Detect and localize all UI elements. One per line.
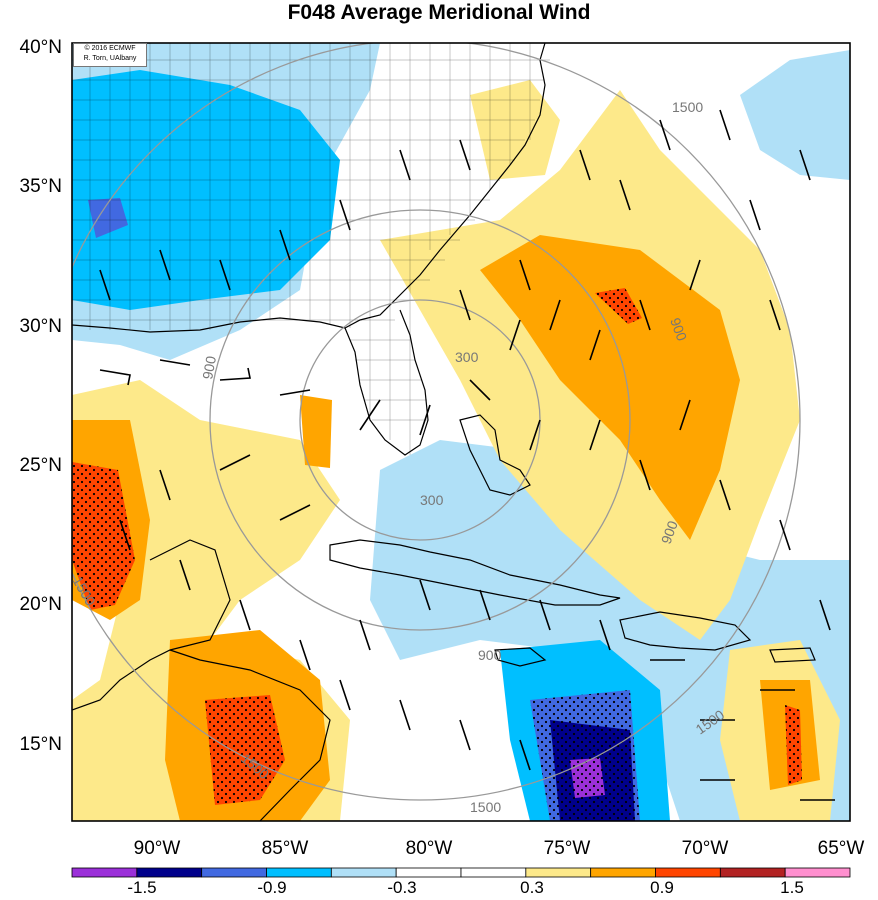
- stipple-west: [72, 462, 135, 610]
- colorbar-swatch: [330, 867, 397, 878]
- lon-label: 70°W: [681, 838, 729, 859]
- ring-label: 900: [478, 647, 502, 663]
- colorbar-swatch: [590, 867, 656, 878]
- credit-box: © 2016 ECMWF R. Torn, UAlbany: [73, 43, 147, 67]
- colorbar-swatch: [784, 867, 851, 878]
- colorbar-swatch: [136, 867, 203, 878]
- lat-label: 20°N: [19, 594, 62, 615]
- lon-label: 65°W: [817, 838, 865, 859]
- negative-wind-region-strong: [88, 198, 128, 238]
- colorbar-swatch: [266, 867, 332, 878]
- bahamas-coastline: [459, 414, 531, 496]
- lon-label: 80°W: [405, 838, 453, 859]
- colorbar-swatch: [719, 867, 786, 878]
- lat-label: 15°N: [19, 734, 62, 755]
- colorbar-tick-label: 0.3: [520, 878, 544, 897]
- positive-wind-region-northcoast: [470, 80, 560, 180]
- yucatan-coastline: [72, 539, 231, 711]
- colorbar-tick-label: -0.9: [257, 878, 287, 897]
- range-rings: [72, 43, 801, 801]
- florida-coastline: [344, 309, 429, 456]
- ring-label: 900: [658, 518, 681, 546]
- colorbar: [71, 867, 851, 878]
- jamaica-coastline: [494, 647, 547, 667]
- colorbar-swatch: [655, 867, 721, 878]
- colorbar-swatch: [395, 867, 462, 878]
- lon-label: 75°W: [543, 838, 591, 859]
- central-america-coastline: [169, 649, 331, 821]
- county-boundaries: [72, 43, 550, 455]
- colorbar-swatch: [201, 867, 267, 878]
- lon-label: 85°W: [261, 838, 309, 859]
- lat-label: 30°N: [19, 316, 62, 337]
- ring-label: 300: [455, 349, 479, 365]
- lat-label: 35°N: [19, 176, 62, 197]
- negative-wind-region-core-north: [72, 70, 340, 310]
- ring-label: 1500: [470, 799, 501, 815]
- ring-label: 300: [420, 492, 444, 508]
- credit-line: © 2016 ECMWF: [84, 45, 136, 52]
- positive-wind-region-small-orange: [300, 395, 332, 468]
- colorbar-tick-label: 0.9: [650, 878, 674, 897]
- negative-wind-region-northeast: [740, 50, 850, 180]
- cuba-coastline: [329, 539, 621, 606]
- stipple-south: [530, 690, 640, 821]
- colorbar-tick-label: 1.5: [780, 878, 804, 897]
- map-title: F048 Average Meridional Wind: [287, 1, 591, 24]
- colorbar-swatch: [460, 867, 527, 878]
- lat-label: 25°N: [19, 455, 62, 476]
- positive-wind-region-east-core: [480, 235, 740, 540]
- credit-line: R. Torn, UAlbany: [83, 55, 137, 62]
- hispaniola-coastline: [619, 611, 752, 651]
- lat-label: 40°N: [19, 37, 62, 58]
- lon-label: 90°W: [133, 838, 181, 859]
- colorbar-tick-label: -0.3: [387, 878, 417, 897]
- ring-label: 1500: [672, 99, 703, 115]
- stipple-southeast: [785, 705, 802, 785]
- colorbar-swatch: [71, 867, 138, 878]
- ring-label: 900: [199, 355, 219, 381]
- stipple-southwest: [205, 695, 285, 805]
- puerto-rico-coastline: [769, 647, 816, 663]
- stipple-east: [595, 288, 642, 324]
- ring-label: 900: [667, 316, 690, 344]
- colorbar-tick-label: -1.5: [127, 878, 157, 897]
- colorbar-swatch: [525, 867, 592, 878]
- wind-barbs: [99, 109, 835, 801]
